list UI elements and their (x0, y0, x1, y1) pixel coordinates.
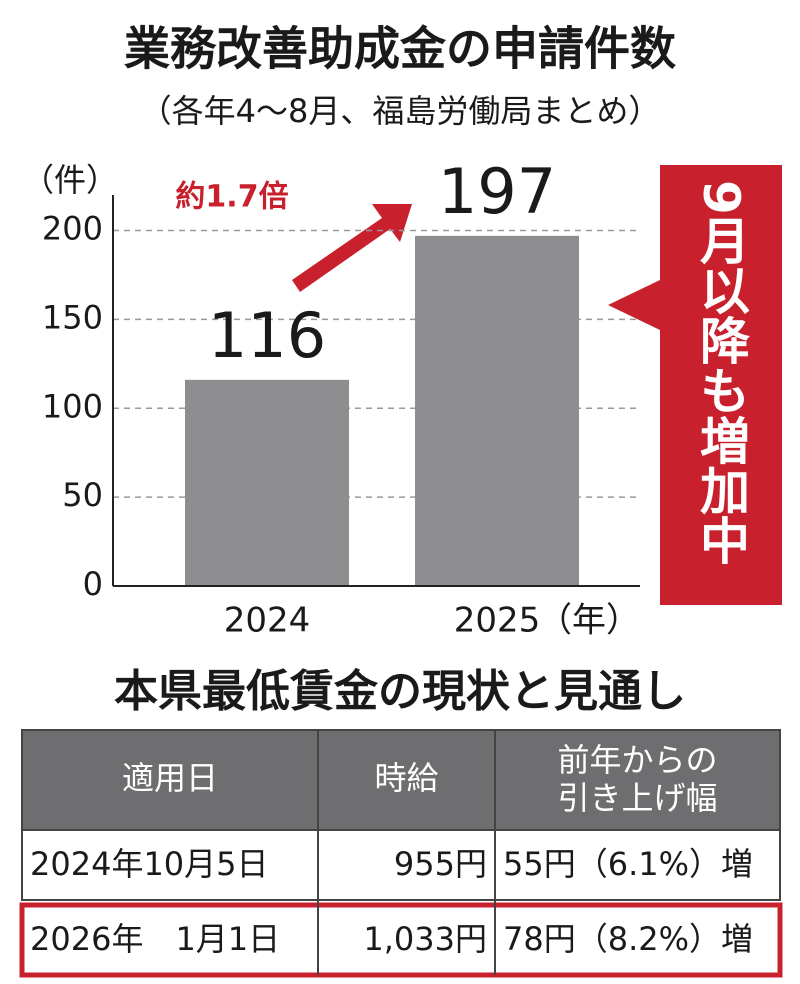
callout-box (608, 165, 782, 605)
table-cell: 78円（8.2%）増 (503, 920, 753, 958)
table-header-cell: 引き上げ幅 (557, 779, 717, 817)
x-axis-label: （年） (538, 601, 640, 641)
growth-arrow (292, 204, 412, 292)
y-tick-label: 0 (83, 565, 103, 603)
bar (415, 235, 579, 587)
x-tick-label: 2024 (224, 601, 311, 641)
table-header-cell: 前年からの (557, 741, 717, 779)
table-border (21, 729, 781, 831)
y-tick-label: 100 (42, 387, 103, 425)
y-axis-label: （件） (22, 161, 118, 199)
table-header-bg (22, 730, 780, 830)
chart-title: 業務改善助成金の申請件数 (124, 22, 676, 76)
table-header-cell: 時給 (374, 759, 438, 797)
x-tick-label: 2025 (454, 601, 541, 641)
table-cell: 2026年 1月1日 (30, 920, 280, 958)
table-cell: 1,033円 (363, 920, 487, 958)
y-tick-label: 150 (42, 298, 103, 336)
chart-subtitle: （各年4～8月、福島労働局まとめ） (140, 92, 661, 130)
value-label: 116 (208, 299, 326, 372)
growth-annotation: 約1.7倍 (175, 180, 288, 215)
bar (185, 379, 349, 586)
table-row (19, 902, 783, 978)
callout-text: 9月以降も増加中 (692, 180, 750, 565)
value-label: 197 (438, 155, 556, 228)
plot: 0 50 100 150 200 2024 116 2025 197 (42, 155, 640, 641)
table-cell: 2024年10月5日 (30, 845, 269, 883)
table-cell: 55円（6.1%）増 (503, 845, 753, 883)
y-tick-label: 200 (42, 210, 103, 248)
table-cell: 955円 (394, 845, 487, 883)
y-tick-label: 50 (62, 476, 103, 514)
table-title: 本県最低賃金の現状と見通し (114, 666, 686, 717)
table-header-cell: 適用日 (122, 759, 218, 797)
